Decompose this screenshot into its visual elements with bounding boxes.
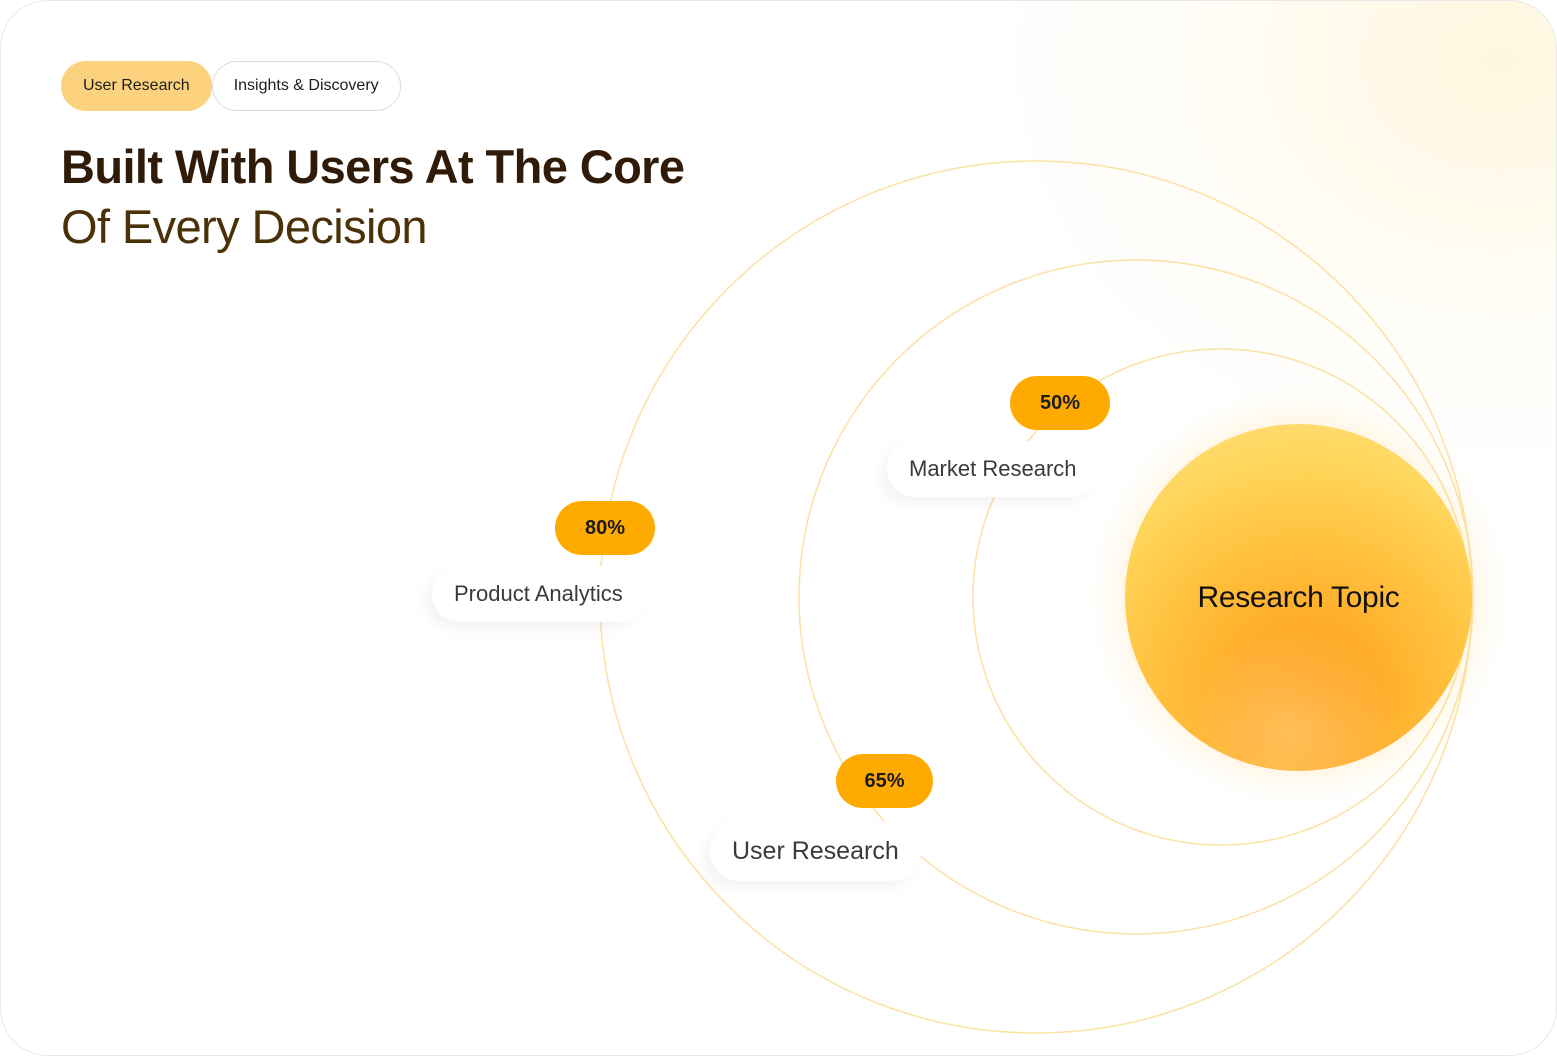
- tab-user-research[interactable]: User Research: [61, 61, 212, 111]
- tab-user-research-label: User Research: [83, 77, 190, 94]
- user-research-label: User Research: [710, 821, 921, 881]
- product-analytics-percent: 80%: [584, 516, 626, 539]
- page-title-line-2: Of Every Decision: [61, 200, 428, 253]
- page-title-line-1: Built With Users At The Core: [61, 140, 685, 193]
- market-research-percent-badge: 50%: [1010, 376, 1110, 430]
- middle-orbit-ring: [798, 259, 1474, 935]
- product-analytics-label: Product Analytics: [432, 566, 645, 622]
- user-research-percent: 65%: [864, 769, 905, 792]
- tab-insights-discovery[interactable]: Insights & Discovery: [211, 61, 401, 111]
- research-topic-core: Research Topic: [1125, 424, 1472, 771]
- research-topic-label: Research Topic: [1197, 580, 1400, 614]
- product-analytics-percent-badge: 80%: [555, 501, 655, 555]
- market-research-label-text: Market Research: [909, 456, 1077, 481]
- tab-insights-discovery-label: Insights & Discovery: [233, 77, 379, 94]
- user-research-label-text: User Research: [732, 836, 899, 865]
- market-research-percent: 50%: [1039, 391, 1081, 414]
- page-title: Built With Users At The Core Of Every De…: [61, 137, 685, 257]
- market-research-label: Market Research: [887, 441, 1099, 497]
- product-analytics-label-text: Product Analytics: [454, 581, 623, 606]
- user-research-percent-badge: 65%: [836, 754, 933, 808]
- tab-group: User Research Insights & Discovery: [61, 61, 401, 111]
